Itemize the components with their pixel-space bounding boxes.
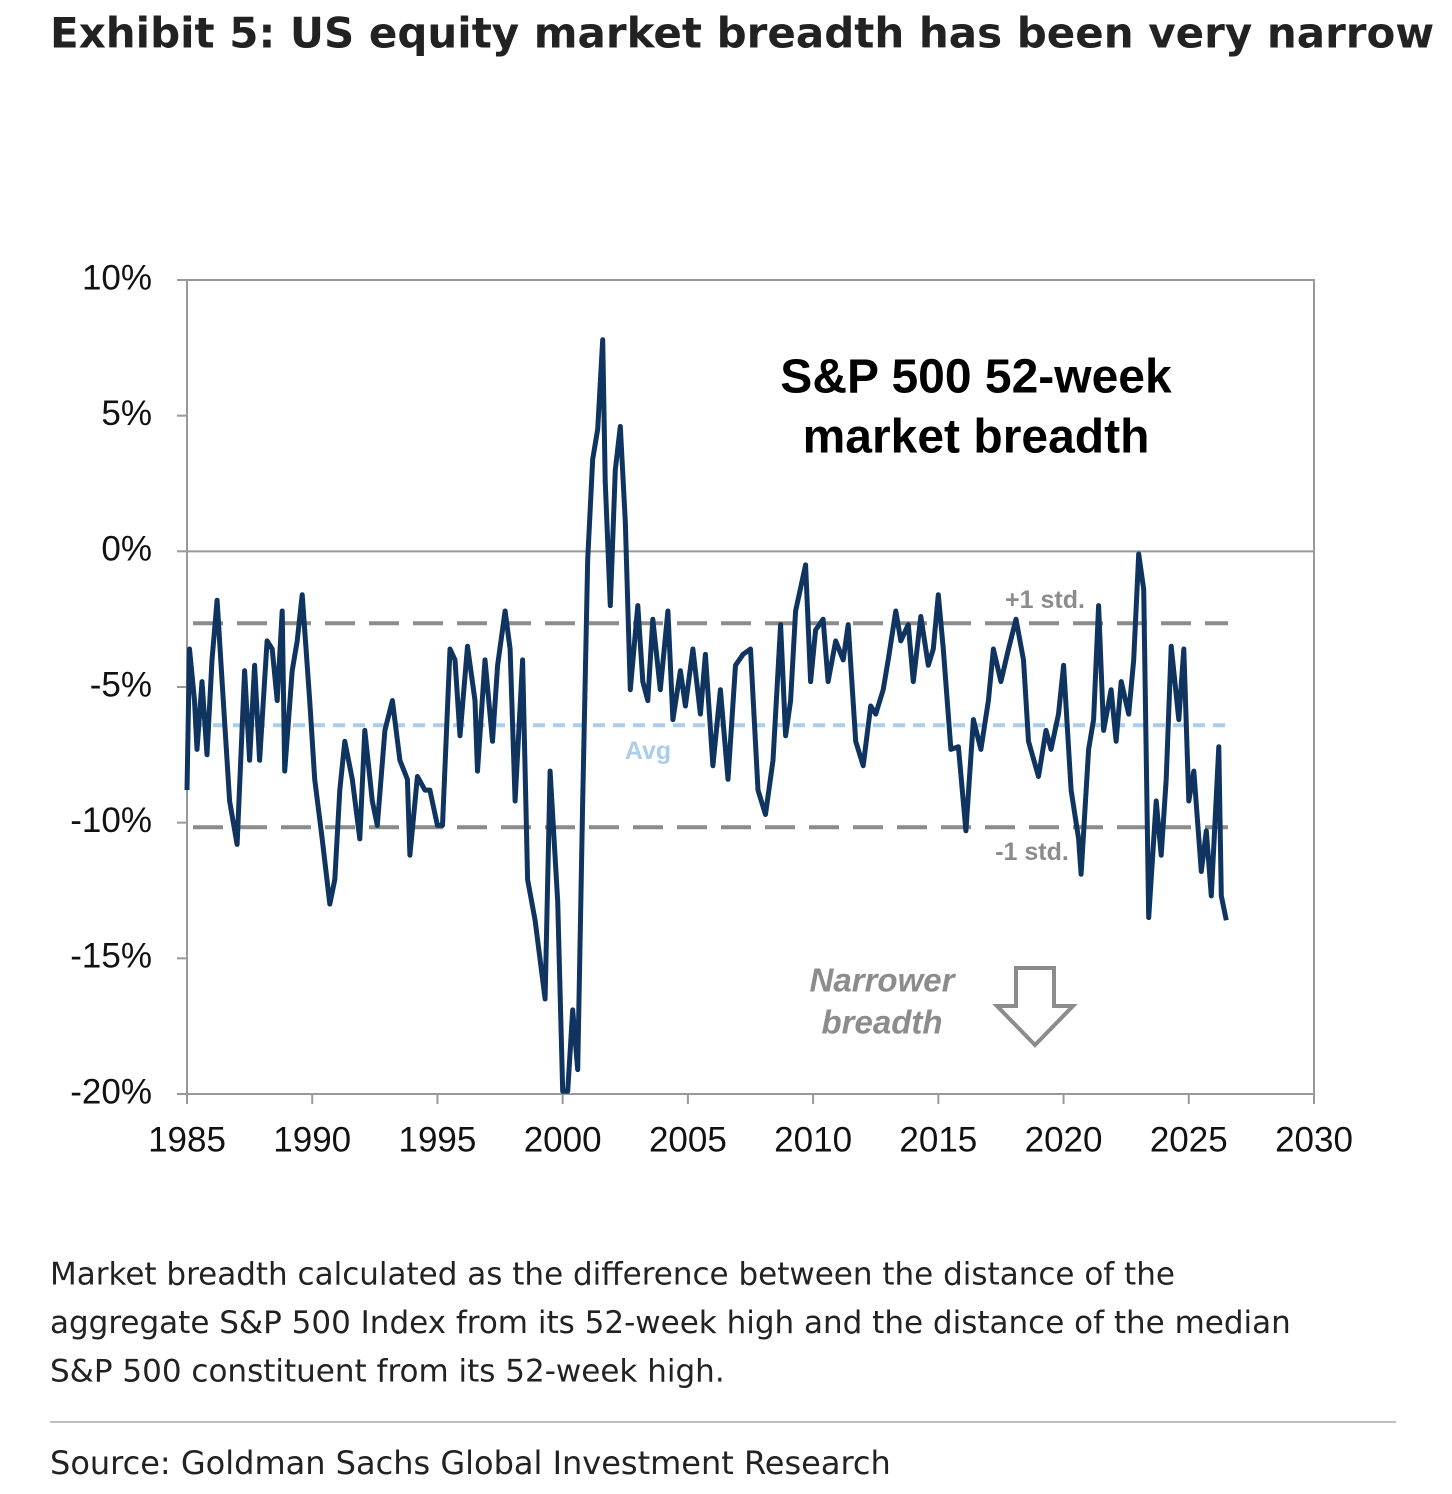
reference-label: +1 std. xyxy=(1005,586,1085,614)
down-arrow xyxy=(992,966,1078,1048)
x-tick-label: 2020 xyxy=(1025,1120,1103,1159)
y-tick-label: -10% xyxy=(70,801,152,840)
footnote: S&P 500 constituent from its 52-week hig… xyxy=(50,1354,725,1390)
y-tick-label: 10% xyxy=(82,258,152,297)
y-tick-label: -20% xyxy=(70,1072,152,1111)
y-tick-label: -15% xyxy=(70,937,152,976)
y-tick-label: -5% xyxy=(90,665,152,704)
direction-note: breadth xyxy=(821,1004,942,1041)
x-tick-label: 2010 xyxy=(774,1120,852,1159)
x-tick-label: 2030 xyxy=(1275,1120,1353,1159)
x-tick-label: 2025 xyxy=(1150,1120,1228,1159)
title: Exhibit 5: US equity market breadth has … xyxy=(50,9,1434,58)
x-tick-label: 1990 xyxy=(273,1120,351,1159)
footnote: aggregate S&P 500 Index from its 52-week… xyxy=(50,1305,1291,1341)
x-tick-label: 2015 xyxy=(899,1120,977,1159)
y-tick-label: 0% xyxy=(101,530,152,569)
x-tick-label: 2005 xyxy=(649,1120,727,1159)
data-line xyxy=(184,337,1229,1094)
x-tick-label: 2000 xyxy=(524,1120,602,1159)
chart-annotation: S&P 500 52-week xyxy=(780,351,1172,404)
x-tick-label: 1995 xyxy=(399,1120,477,1159)
direction-note: Narrower xyxy=(810,962,957,999)
source: Source: Goldman Sachs Global Investment … xyxy=(50,1444,891,1482)
reference-label: -1 std. xyxy=(995,838,1069,866)
footnote: Market breadth calculated as the differe… xyxy=(50,1257,1175,1293)
chart-annotation: market breadth xyxy=(803,411,1150,464)
y-tick-label: 5% xyxy=(101,394,152,433)
reference-label: Avg xyxy=(625,737,671,765)
x-tick-label: 1985 xyxy=(148,1120,226,1159)
